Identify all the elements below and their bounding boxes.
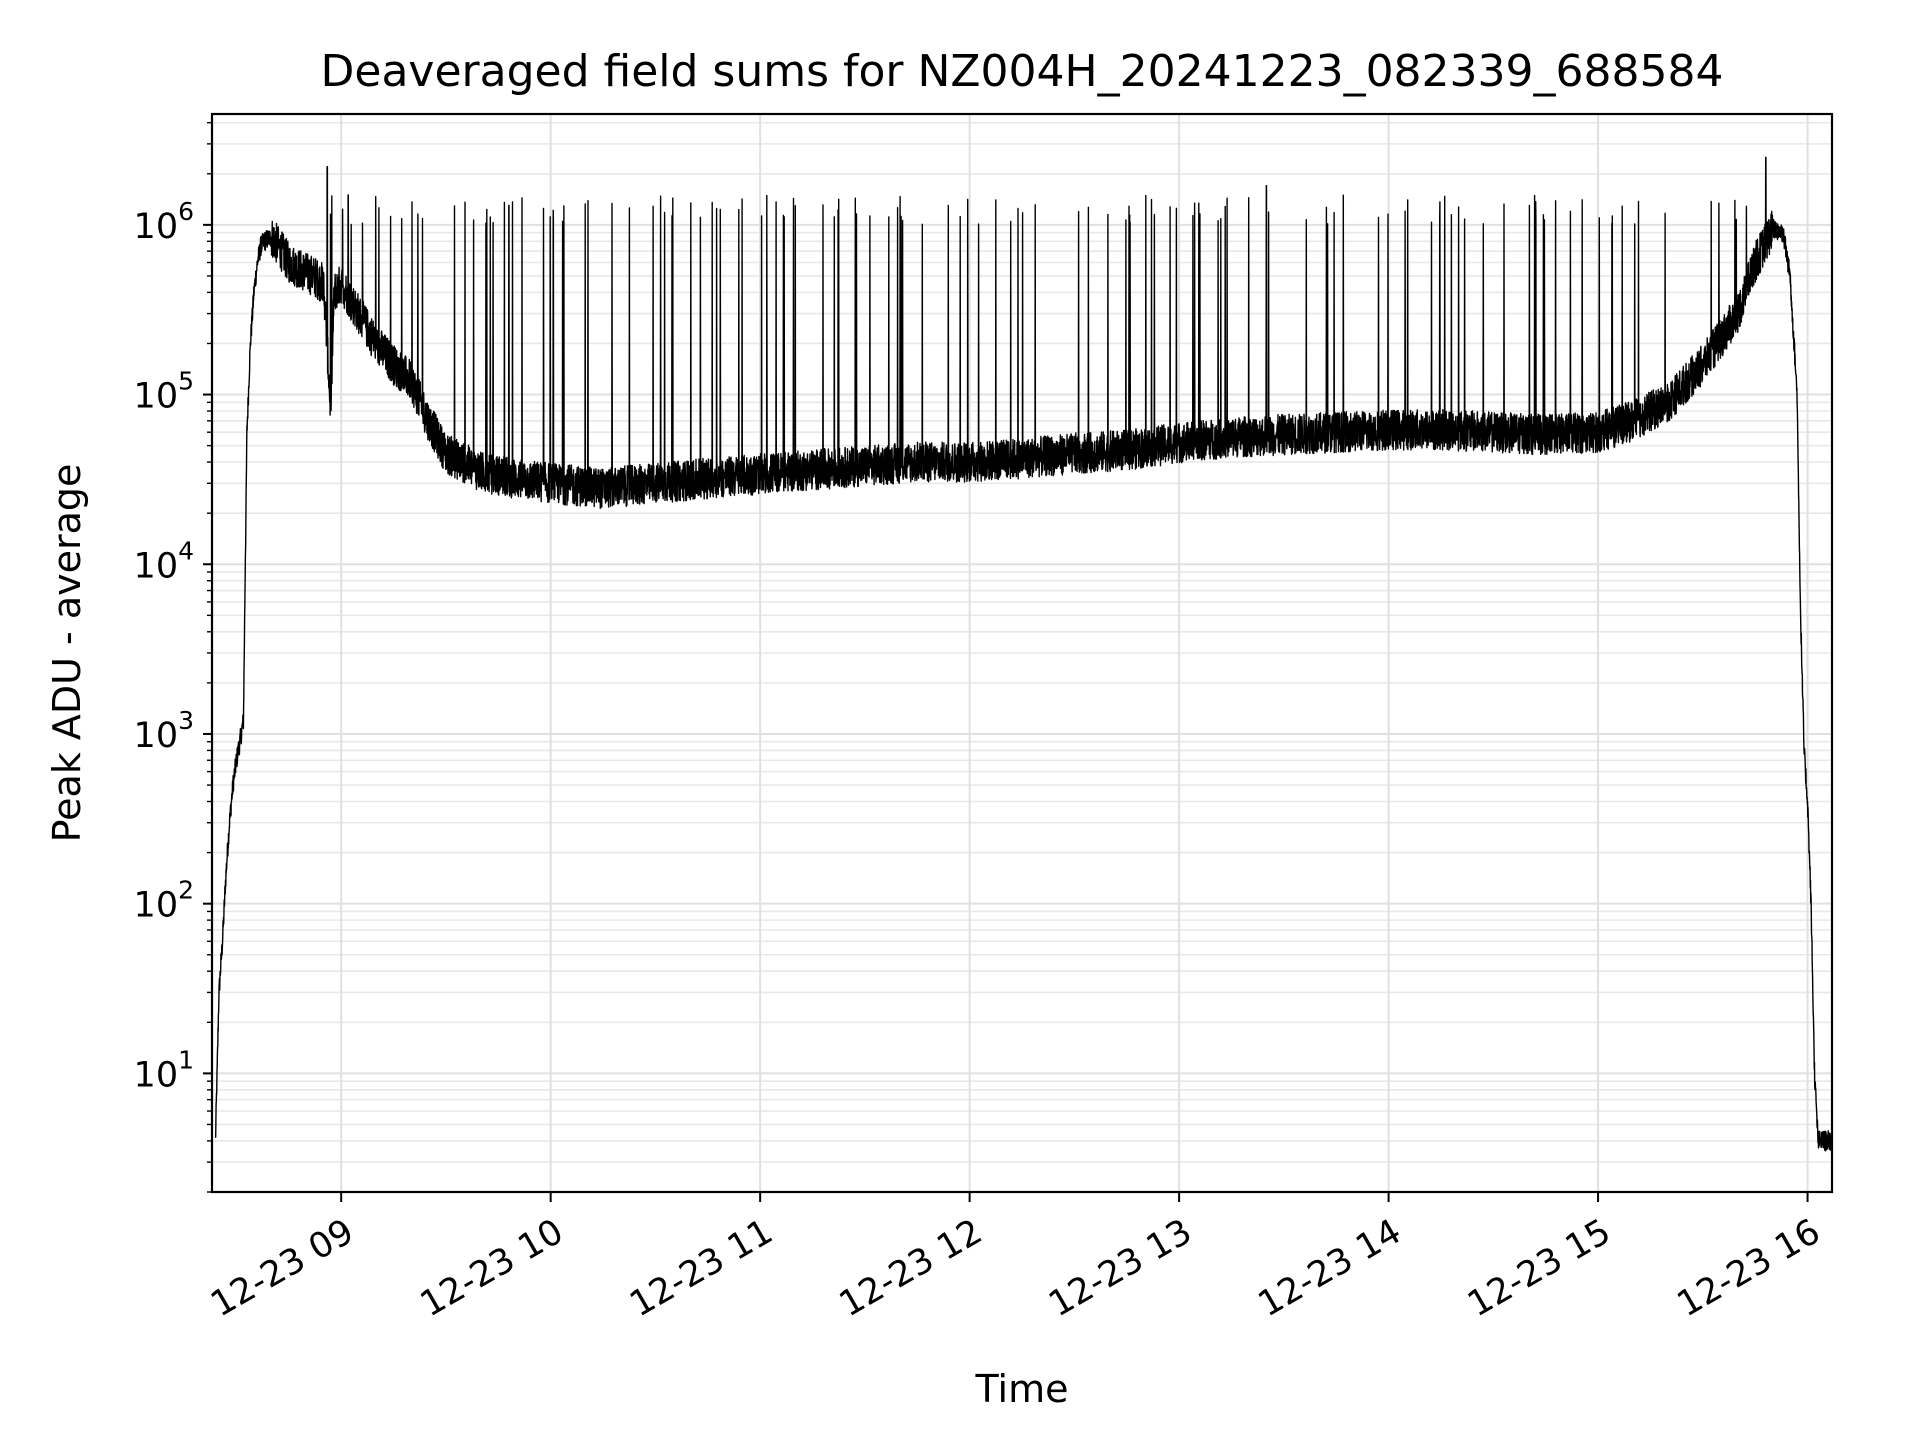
series-line [214, 156, 1833, 1152]
y-tick-label: 104 [134, 536, 194, 586]
x-axis-label: Time [975, 1367, 1069, 1411]
series-layer [214, 156, 1833, 1152]
axis-ticks [203, 121, 1809, 1202]
y-tick-label: 103 [134, 706, 194, 756]
y-axis-label: Peak ADU - average [45, 464, 89, 843]
y-tick-label: 106 [134, 197, 194, 247]
chart-title: Deaveraged field sums for NZ004H_2024122… [321, 46, 1724, 97]
y-tick-label: 101 [134, 1045, 194, 1095]
y-tick-label: 102 [134, 876, 194, 926]
y-tick-label: 105 [134, 367, 194, 417]
